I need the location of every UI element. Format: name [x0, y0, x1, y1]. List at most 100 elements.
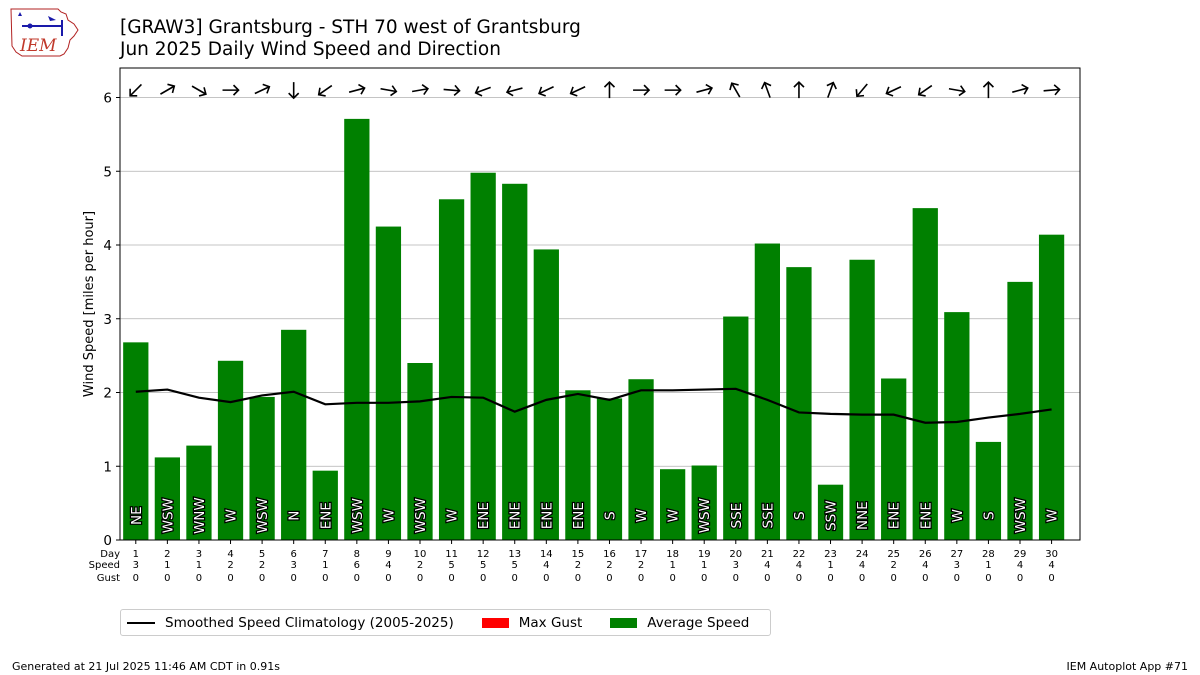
speed-bar: [281, 329, 307, 540]
x-row-value: 0: [164, 573, 170, 584]
x-row-value: 1: [133, 549, 139, 560]
x-row-value: 26: [919, 549, 932, 560]
speed-bar: [849, 259, 875, 540]
x-row-value: 0: [512, 573, 518, 584]
x-row-value: 1: [985, 560, 991, 571]
x-row-value: 0: [1017, 573, 1023, 584]
speed-bar: [438, 199, 465, 540]
wind-arrow-shaft: [160, 85, 175, 95]
legend-item-average-speed: Average Speed: [610, 615, 749, 631]
direction-label: W: [666, 509, 682, 522]
speed-bar: [407, 363, 433, 540]
wind-arrow-shaft: [570, 86, 586, 95]
x-row-value: 27: [950, 549, 963, 560]
x-row-value: 1: [322, 560, 328, 571]
x-row-value: 4: [1048, 560, 1054, 571]
x-row-value: 0: [196, 573, 202, 584]
x-row-value: 0: [701, 573, 707, 584]
wind-arrow-head: [288, 92, 300, 100]
chart-subtitle: Jun 2025 Daily Wind Speed and Direction: [120, 39, 501, 60]
x-row-value: 23: [824, 549, 837, 560]
wind-arrow: [633, 84, 651, 96]
wind-arrow-shaft: [191, 85, 207, 95]
x-row-value: 4: [796, 560, 802, 571]
wind-arrow-head: [232, 84, 240, 96]
direction-label: WSW: [255, 498, 271, 533]
iem-logo: IEM: [10, 8, 79, 57]
x-row-value: 2: [606, 560, 612, 571]
wind-arrow-shaft: [696, 87, 713, 93]
wind-arrow: [826, 81, 837, 98]
x-row-value: 0: [259, 573, 265, 584]
direction-label: SSE: [760, 503, 776, 529]
x-row-value: 2: [417, 560, 423, 571]
direction-label: W: [224, 509, 240, 522]
wind-arrow: [948, 85, 966, 97]
x-row-value: 15: [572, 549, 585, 560]
x-row-value: 0: [227, 573, 233, 584]
direction-label: WSW: [160, 498, 176, 533]
x-row-value: 0: [606, 573, 612, 584]
x-row-value: 2: [227, 560, 233, 571]
wind-arrow-head: [358, 83, 366, 95]
x-row-value: 2: [164, 549, 170, 560]
x-row-value: 1: [196, 560, 202, 571]
wind-arrow-head: [317, 87, 326, 97]
direction-label: ENE: [887, 502, 903, 529]
x-row-value: 12: [477, 549, 490, 560]
x-row-value: 0: [575, 573, 581, 584]
speed-bar: [533, 249, 559, 541]
wind-arrow: [538, 86, 554, 97]
wind-arrow-head: [982, 80, 994, 88]
direction-label: W: [950, 509, 966, 522]
wind-arrow: [443, 84, 461, 96]
wind-arrow-head: [1021, 83, 1029, 95]
wind-arrow: [505, 85, 523, 97]
legend-gust-swatch: [481, 617, 509, 628]
speed-bar: [470, 172, 496, 540]
direction-label: WSW: [350, 498, 366, 533]
speed-bar: [565, 390, 591, 540]
row-label: Day: [100, 549, 120, 560]
x-row-value: 0: [638, 573, 644, 584]
x-row-value: 20: [729, 549, 742, 560]
direction-label: ENE: [571, 502, 587, 529]
x-row-value: 4: [385, 560, 391, 571]
speed-bar: [1007, 281, 1033, 540]
legend: Smoothed Speed Climatology (2005-2025) M…: [120, 609, 771, 636]
wind-arrow-head: [569, 86, 578, 97]
wind-arrow: [917, 84, 933, 97]
row-label: Speed: [89, 560, 120, 571]
x-row-value: 0: [985, 573, 991, 584]
x-row-value: 1: [669, 560, 675, 571]
wind-arrow: [254, 83, 271, 95]
x-row-value: 0: [764, 573, 770, 584]
speed-bar: [502, 183, 528, 540]
x-row-value: 16: [603, 549, 616, 560]
x-row-value: 0: [733, 573, 739, 584]
wind-arrow-head: [760, 81, 772, 90]
wind-arrow: [760, 81, 772, 98]
direction-label: S: [981, 511, 997, 520]
wind-arrow: [317, 84, 333, 97]
x-row-value: 14: [540, 549, 553, 560]
speed-bar: [596, 398, 623, 540]
x-row-value: 4: [227, 549, 233, 560]
x-row-value: 6: [290, 549, 296, 560]
direction-arrows: [129, 80, 1061, 100]
x-row-value: 2: [890, 560, 896, 571]
y-tick-label: 4: [103, 238, 112, 254]
wind-arrow: [474, 86, 491, 97]
x-row-value: 3: [954, 560, 960, 571]
wind-arrow-shaft: [411, 87, 429, 93]
x-row-value: 0: [890, 573, 896, 584]
direction-label: WSW: [1013, 498, 1029, 533]
wind-arrow: [696, 83, 714, 95]
wind-arrow-head: [729, 82, 739, 91]
speed-bar: [154, 457, 180, 540]
x-row-value: 21: [761, 549, 774, 560]
speed-bar: [123, 342, 149, 540]
x-row-value: 0: [859, 573, 865, 584]
x-row-value: 18: [666, 549, 679, 560]
wind-arrow: [793, 80, 805, 99]
